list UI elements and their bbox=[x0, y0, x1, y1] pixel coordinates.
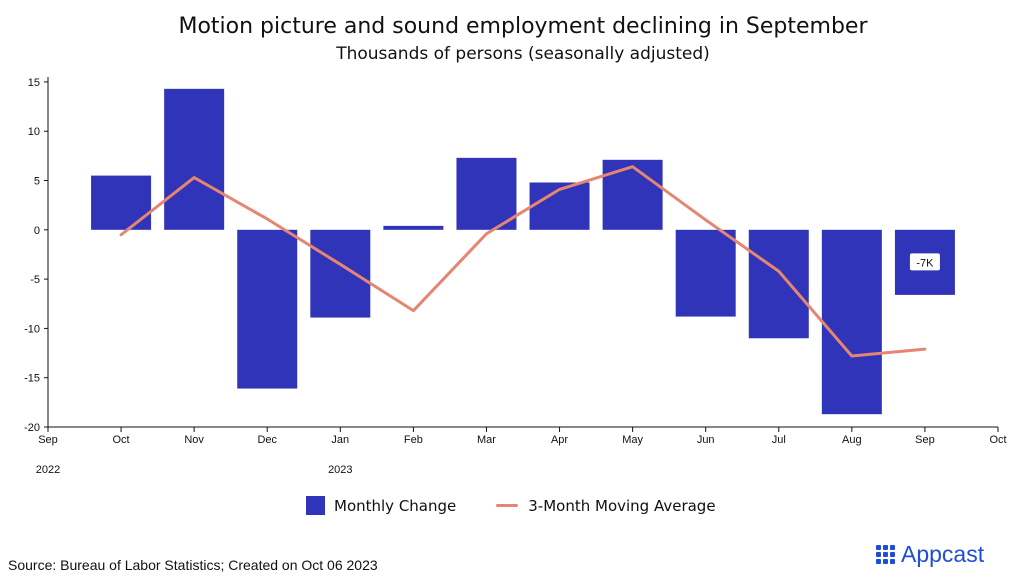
legend-line-swatch bbox=[496, 504, 519, 507]
bar-mar bbox=[456, 157, 517, 230]
annotation-label: -7K bbox=[916, 257, 934, 269]
y-tick-label: -10 bbox=[24, 323, 40, 335]
brand-logo: Appcast bbox=[876, 541, 984, 568]
legend-item-monthly-change: Monthly Change bbox=[306, 496, 456, 515]
legend-label-moving-average: 3-Month Moving Average bbox=[528, 496, 716, 515]
y-tick-label: 5 bbox=[34, 176, 40, 188]
x-tick-label: Mar bbox=[477, 434, 496, 446]
appcast-logo-icon bbox=[876, 545, 895, 564]
x-tick-label: Apr bbox=[551, 434, 568, 446]
bar-jun bbox=[675, 229, 736, 317]
x-tick-label: Aug bbox=[842, 434, 862, 446]
x-tick-label: Jul bbox=[772, 434, 786, 446]
year-label: 2022 bbox=[36, 464, 60, 476]
brand-name: Appcast bbox=[901, 541, 985, 567]
bar-nov bbox=[164, 88, 225, 230]
moving-average-line bbox=[119, 165, 927, 358]
bar-oct bbox=[91, 175, 152, 230]
annotation-box bbox=[909, 253, 940, 271]
x-tick-label: Jun bbox=[697, 434, 715, 446]
y-tick-label: 0 bbox=[34, 225, 40, 237]
legend-bar-swatch bbox=[306, 496, 325, 515]
y-tick-label: -15 bbox=[24, 373, 40, 385]
x-tick-label: Nov bbox=[184, 434, 204, 446]
x-tick-label: Oct bbox=[989, 434, 1006, 446]
y-tick-label: -5 bbox=[30, 274, 40, 286]
year-label: 2023 bbox=[328, 464, 352, 476]
legend-label-monthly-change: Monthly Change bbox=[334, 496, 457, 515]
source-note: Source: Bureau of Labor Statistics; Crea… bbox=[8, 557, 378, 573]
y-tick-label: 10 bbox=[28, 126, 40, 138]
y-tick-label: 15 bbox=[28, 77, 40, 89]
y-tick-label: -20 bbox=[24, 422, 40, 434]
x-tick-label: Oct bbox=[113, 434, 130, 446]
x-tick-label: Sep bbox=[915, 434, 935, 446]
chart-title: Motion picture and sound employment decl… bbox=[178, 14, 868, 39]
chart-legend: Monthly Change 3-Month Moving Average bbox=[306, 496, 756, 515]
x-tick-label: Sep bbox=[38, 434, 58, 446]
legend-item-moving-average: 3-Month Moving Average bbox=[496, 496, 716, 515]
bar-may bbox=[602, 159, 663, 230]
bar-jul bbox=[748, 229, 809, 339]
bar-aug bbox=[821, 229, 882, 415]
x-tick-label: Dec bbox=[257, 434, 277, 446]
bar-feb bbox=[383, 225, 444, 230]
bar-dec bbox=[237, 229, 298, 389]
x-tick-label: Feb bbox=[404, 434, 423, 446]
x-tick-label: May bbox=[622, 434, 643, 446]
chart-subtitle: Thousands of persons (seasonally adjuste… bbox=[336, 44, 710, 64]
x-tick-label: Jan bbox=[331, 434, 349, 446]
bar-jan bbox=[310, 229, 371, 318]
